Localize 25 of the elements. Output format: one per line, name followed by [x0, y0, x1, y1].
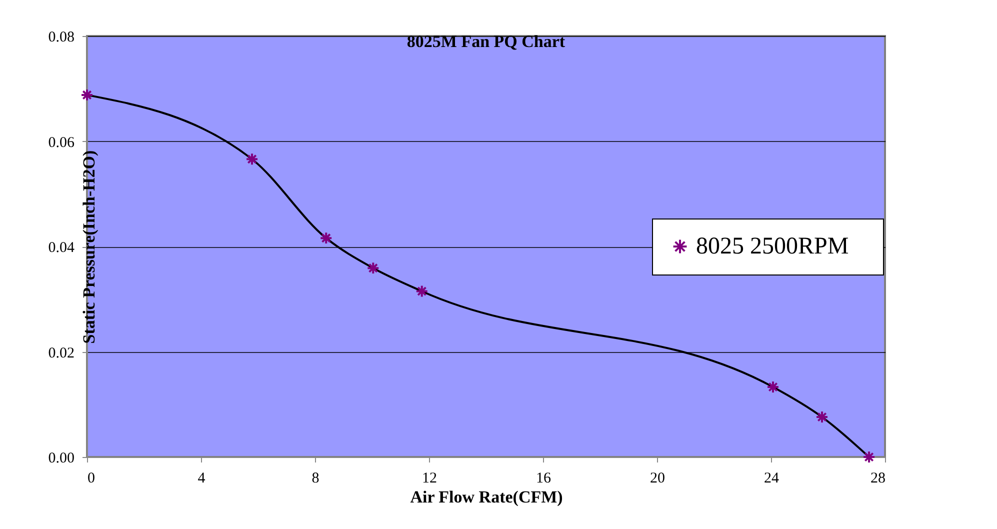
x-tick-label: 4 — [198, 470, 206, 486]
legend-label: 8025 2500RPM — [696, 234, 849, 260]
point — [415, 284, 428, 298]
y-tick-label: 0.06 — [48, 134, 75, 151]
point — [246, 152, 258, 166]
point — [766, 380, 780, 394]
x-tick-label: 28 — [870, 470, 886, 486]
point — [320, 232, 333, 245]
point — [816, 410, 828, 424]
point — [862, 450, 876, 464]
chart-title: 8025M Fan PQ Chart — [406, 32, 566, 51]
y-tick-label: 0.08 — [48, 30, 74, 46]
x-tick-label: 0 — [88, 470, 95, 486]
y-tick-label: 0.00 — [48, 450, 74, 466]
point — [80, 88, 94, 102]
x-tick-label: 12 — [422, 470, 437, 486]
x-tick-label: 24 — [764, 470, 780, 486]
point — [366, 262, 380, 275]
x-axis-title: Air Flow Rate(CFM) — [410, 488, 563, 506]
y-tick-label: 0.04 — [48, 240, 75, 256]
x-tick-label: 16 — [536, 470, 552, 486]
x-tick-label: 8 — [312, 470, 320, 486]
x-tick-label: 20 — [650, 470, 665, 486]
y-tick-label: 0.02 — [48, 345, 74, 362]
y-axis-title: Static Pressure(Inch-H2O) — [79, 150, 98, 344]
